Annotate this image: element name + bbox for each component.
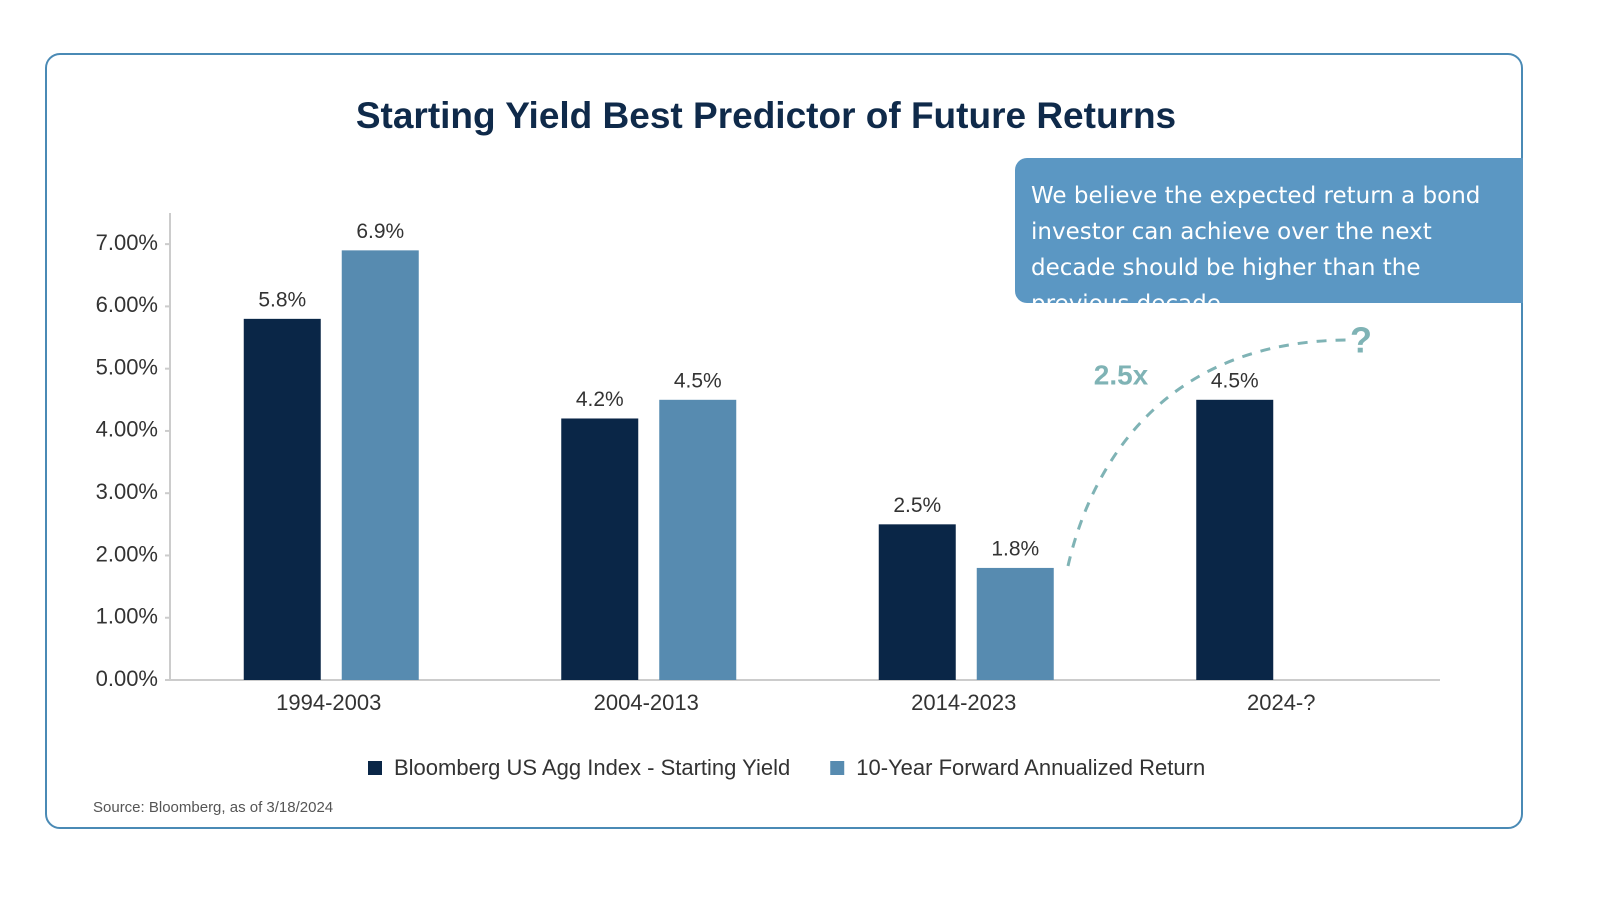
callout-text: We believe the expected return a bond in…	[1031, 183, 1481, 303]
bar	[243, 318, 321, 680]
question-mark: ?	[1350, 320, 1372, 361]
y-tick-label: 1.00%	[96, 604, 158, 629]
bar	[878, 524, 956, 680]
callout-holder: We believe the expected return a bond in…	[1031, 183, 1481, 303]
legend-label: 10-Year Forward Annualized Return	[856, 755, 1205, 780]
x-tick-label: 1994-2003	[276, 690, 381, 715]
bar	[341, 250, 419, 681]
bar	[1196, 399, 1274, 680]
y-tick-label: 5.00%	[96, 354, 158, 379]
y-tick-label: 2.00%	[96, 541, 158, 566]
legend-swatch	[830, 761, 845, 775]
x-tick-label: 2004-2013	[594, 690, 699, 715]
y-tick-label: 0.00%	[96, 666, 158, 691]
bar	[659, 399, 737, 680]
bar	[976, 567, 1054, 680]
chart-title: Starting Yield Best Predictor of Future …	[356, 95, 1176, 136]
trend-arrow	[1066, 338, 1351, 567]
y-tick-label: 7.00%	[96, 230, 158, 255]
legend-label: Bloomberg US Agg Index - Starting Yield	[394, 755, 790, 780]
value-label: 1.8%	[991, 537, 1039, 560]
callout-box	[1015, 158, 1523, 303]
value-label: 5.8%	[258, 288, 306, 311]
value-label: 4.5%	[674, 369, 722, 392]
multiplier-label: 2.5x	[1094, 359, 1149, 390]
value-label: 4.5%	[1211, 369, 1259, 392]
x-tick-label: 2014-2023	[911, 690, 1016, 715]
y-tick-label: 3.00%	[96, 479, 158, 504]
bar	[561, 418, 639, 680]
value-label: 4.2%	[576, 388, 624, 411]
value-label: 2.5%	[893, 494, 941, 517]
y-tick-label: 6.00%	[96, 292, 158, 317]
legend-swatch	[368, 761, 382, 775]
y-tick-label: 4.00%	[96, 417, 158, 442]
source-note: Source: Bloomberg, as of 3/18/2024	[93, 799, 333, 816]
x-tick-label: 2024-?	[1247, 690, 1316, 715]
value-label: 6.9%	[356, 220, 404, 243]
